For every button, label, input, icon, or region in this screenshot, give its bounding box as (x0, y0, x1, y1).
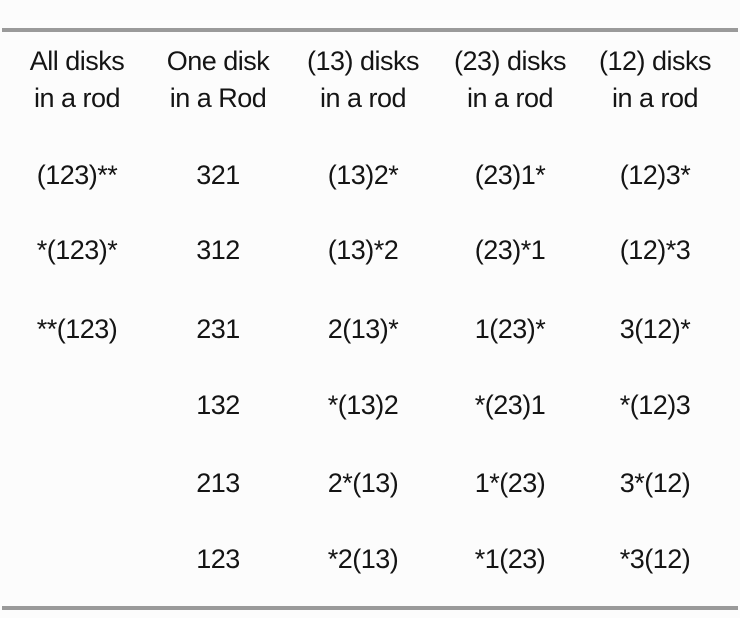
table-cell: 3*(12) (619, 468, 691, 498)
table-cell: (23)1* (474, 160, 546, 190)
table-cell: (12)3* (619, 160, 691, 190)
table-cell: (13)*2 (327, 235, 399, 265)
table-cell: *(23)1 (474, 390, 546, 420)
table-cell: *(12)3 (619, 390, 691, 420)
table-cell: *3(12) (619, 544, 691, 574)
table-cell: **(123) (36, 314, 118, 344)
table-cell: 3(12)* (619, 314, 691, 344)
table-cell: 1*(23) (474, 468, 546, 498)
table-cell: *1(23) (474, 544, 546, 574)
table-cell: 231 (196, 314, 240, 344)
column-header-line2: in a rod (466, 83, 554, 113)
table-cell: *(123)* (36, 235, 118, 265)
column-header-line1: (13) disks (306, 46, 420, 76)
column-header-line1: (23) disks (453, 46, 567, 76)
table-cell: 123 (196, 544, 240, 574)
table-cell: (13)2* (327, 160, 399, 190)
table-cell: (123)** (36, 160, 118, 190)
column-header-line2: in a rod (33, 83, 121, 113)
table-top-rule (2, 28, 738, 32)
table-cell: 1(23)* (474, 314, 546, 344)
table-cell: 132 (196, 390, 240, 420)
table-cell: *(13)2 (327, 390, 399, 420)
table-cell: 2(13)* (327, 314, 399, 344)
table-cell: 2*(13) (327, 468, 399, 498)
column-header-line1: (12) disks (598, 46, 712, 76)
table-cell: 213 (196, 468, 240, 498)
table-cell: (23)*1 (474, 235, 546, 265)
column-header-line1: All disks (29, 46, 125, 76)
column-header-line2: in a rod (319, 83, 407, 113)
table-cell: 312 (196, 235, 240, 265)
column-header-line2: in a Rod (169, 83, 267, 113)
table-cell: 321 (196, 160, 240, 190)
table-cell: *2(13) (327, 544, 399, 574)
column-header-line1: One disk (166, 46, 270, 76)
table-cell: (12)*3 (619, 235, 691, 265)
column-header-line2: in a rod (611, 83, 699, 113)
table-bottom-rule (2, 606, 738, 610)
